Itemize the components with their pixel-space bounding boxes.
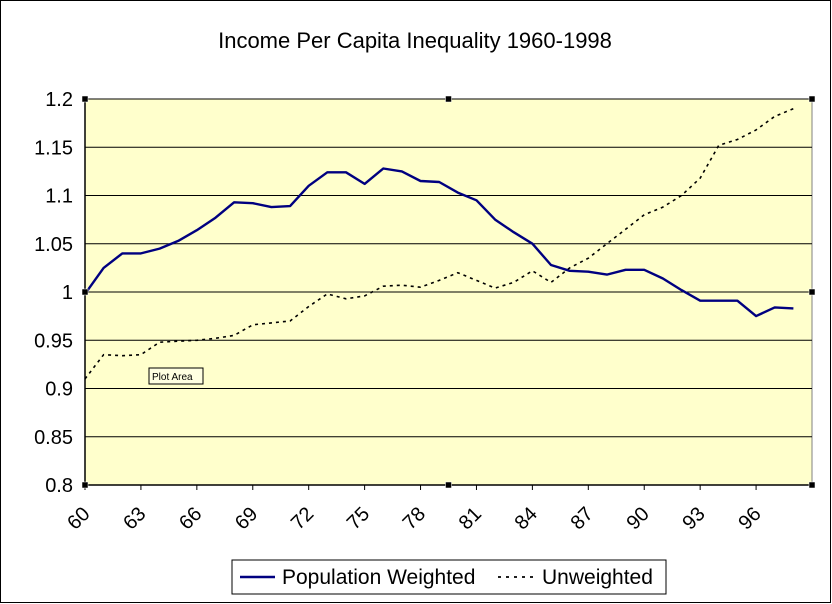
legend-box bbox=[231, 559, 667, 595]
selection-handle bbox=[808, 95, 816, 103]
plot-area-tooltip-text: Plot Area bbox=[152, 372, 193, 383]
selection-handle bbox=[445, 95, 452, 103]
selection-handle bbox=[808, 481, 816, 489]
legend-label-population-weighted: Population Weighted bbox=[282, 566, 475, 589]
selection-handle bbox=[808, 288, 816, 296]
legend: Population Weighted Unweighted bbox=[231, 559, 667, 595]
y-tick-label: 1.15 bbox=[34, 137, 73, 159]
plot-area-tooltip bbox=[148, 367, 204, 385]
y-tick-label: 1.05 bbox=[34, 234, 73, 256]
y-tick-label: 1.2 bbox=[45, 89, 73, 111]
series-line-population-weighted bbox=[84, 167, 794, 318]
selection-handle bbox=[445, 481, 452, 489]
series-line-unweighted bbox=[84, 107, 794, 380]
y-tick-label: 0.9 bbox=[45, 379, 73, 401]
y-tick-label: 1 bbox=[62, 282, 73, 304]
selection-handle bbox=[81, 481, 89, 489]
y-tick-label: 1.1 bbox=[45, 186, 73, 208]
chart-title: Income Per Capita Inequality 1960-1998 bbox=[218, 28, 612, 53]
selection-handle bbox=[81, 288, 89, 296]
y-tick-label: 0.8 bbox=[45, 475, 73, 497]
y-tick-label: 0.95 bbox=[34, 330, 73, 352]
y-tick-label: 0.85 bbox=[34, 427, 73, 449]
selection-handle bbox=[81, 95, 89, 103]
legend-label-unweighted: Unweighted bbox=[542, 566, 653, 589]
